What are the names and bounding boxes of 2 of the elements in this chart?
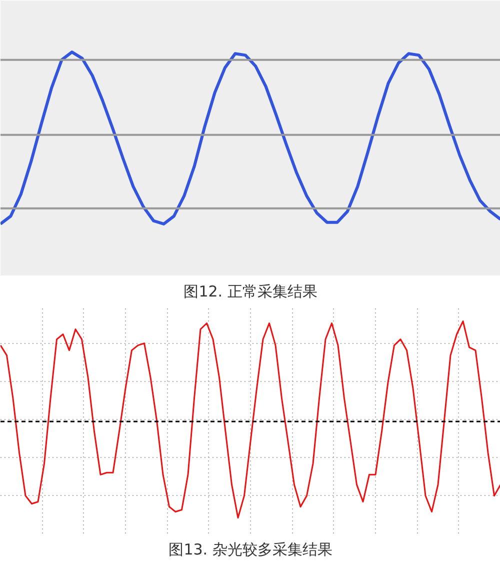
text: 图12. 正常采集结果: [184, 282, 318, 300]
text: 图13. 杂光较多采集结果: [168, 540, 332, 558]
